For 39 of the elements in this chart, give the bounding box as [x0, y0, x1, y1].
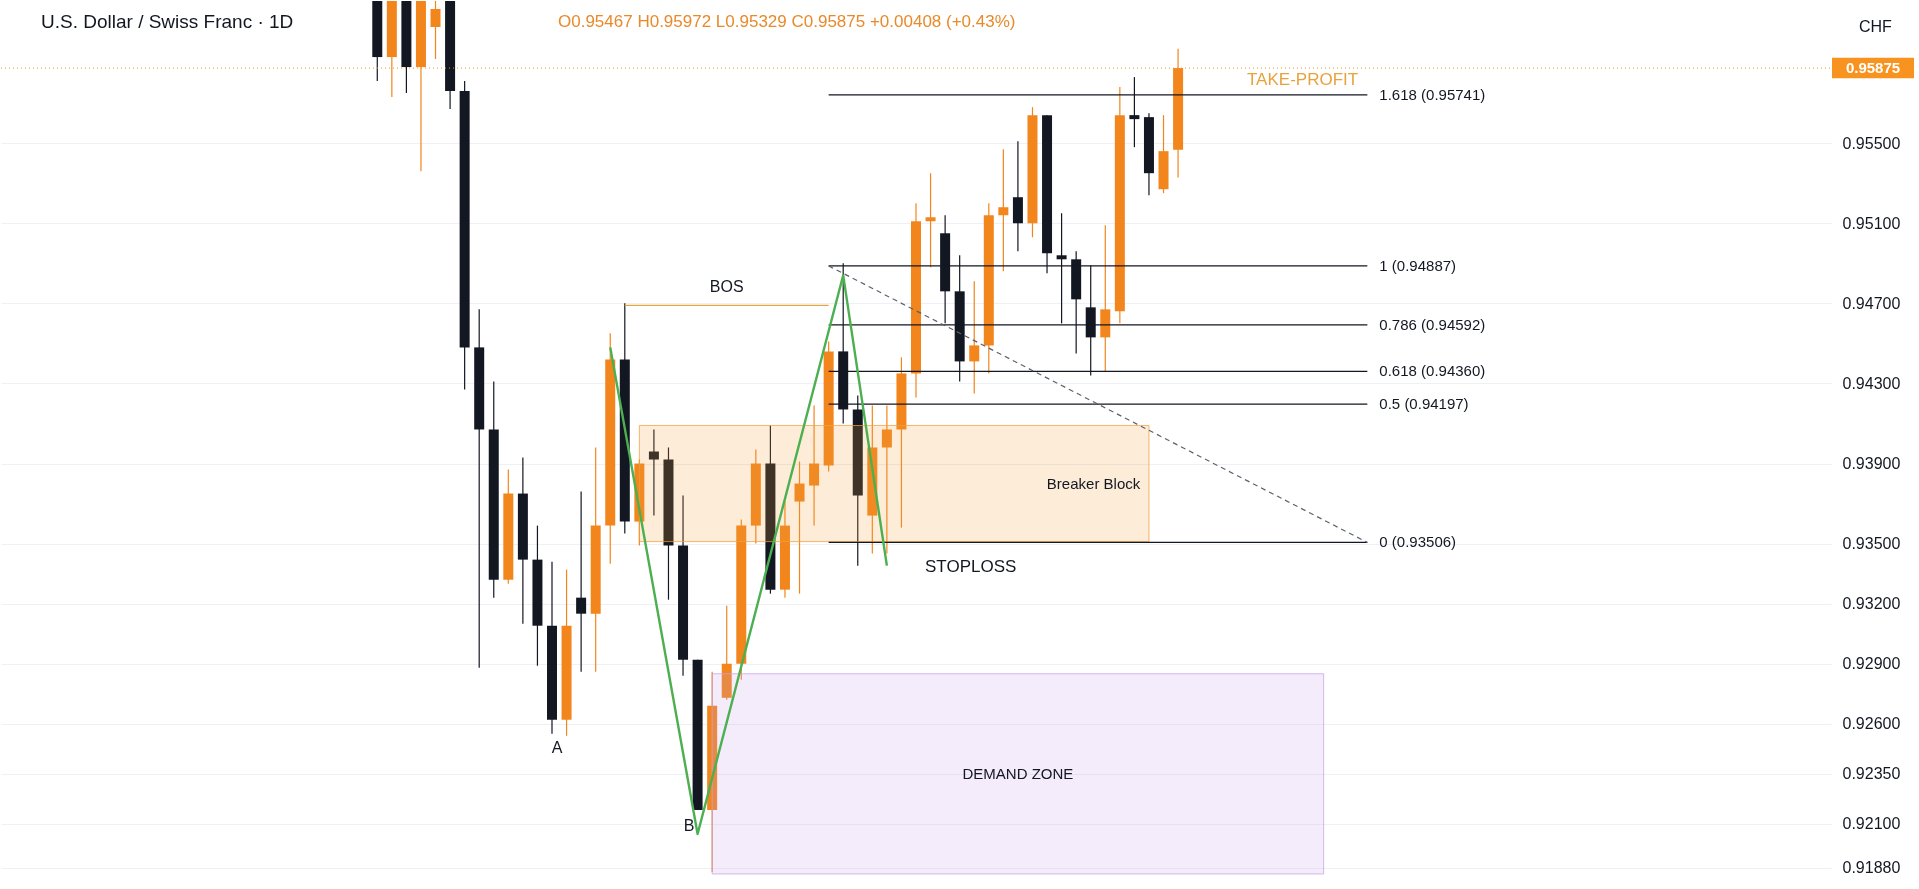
y-tick-label: 0.93500: [1842, 535, 1901, 553]
series-label: 1.618 (0.95741): [1379, 85, 1486, 103]
y-tick-label: 0.94300: [1842, 374, 1901, 392]
candlestick: [925, 172, 936, 268]
candlestick: [998, 148, 1009, 272]
y-tick-label: 0.95500: [1842, 134, 1901, 152]
candlestick: [430, 0, 441, 60]
series-label: 0.786 (0.94592): [1379, 315, 1486, 333]
candlestick: [881, 404, 892, 555]
candlestick: [576, 490, 587, 673]
series-label: 1 (0.94887): [1379, 256, 1457, 274]
ref-line-label: 0.95875: [1845, 59, 1901, 77]
series-label: 0.5 (0.94197): [1379, 395, 1469, 413]
y-tick-label: 0.92100: [1842, 815, 1901, 833]
y-tick-label: 0.92600: [1842, 715, 1901, 733]
annotation: TAKE-PROFIT: [1247, 70, 1359, 89]
text: U.S. Dollar / Swiss Franc · 1D: [41, 11, 294, 32]
candlestick: [969, 280, 980, 395]
series-label: 0 (0.93506): [1379, 533, 1457, 551]
annotation: B: [683, 817, 695, 834]
text: O0.95467 H0.95972 L0.95329 C0.95875 +0.00408 (+0.43%): [558, 12, 1016, 31]
candlestick: [794, 460, 805, 595]
text: CHF: [1859, 18, 1893, 35]
y-tick-label: 0.95100: [1842, 214, 1901, 232]
y-tick-label: 0.92900: [1842, 655, 1901, 673]
y-tick-label: 0.91880: [1842, 859, 1901, 877]
y-tick-label: 0.93900: [1842, 455, 1901, 473]
candlestick: [809, 404, 820, 527]
series-label: BOS: [709, 278, 744, 296]
annotation: A: [551, 739, 563, 756]
y-tick-label: 0.94700: [1842, 294, 1901, 312]
line-series: [609, 274, 889, 836]
series-label: 0.618 (0.94360): [1379, 362, 1486, 380]
band-label: DEMAND ZONE: [962, 764, 1074, 782]
y-tick-label: 0.93200: [1842, 595, 1901, 613]
annotation: STOPLOSS: [925, 557, 1017, 576]
band-label: Breaker Block: [1046, 474, 1141, 492]
y-tick-label: 0.92350: [1842, 765, 1901, 783]
candlestick: [648, 428, 659, 517]
